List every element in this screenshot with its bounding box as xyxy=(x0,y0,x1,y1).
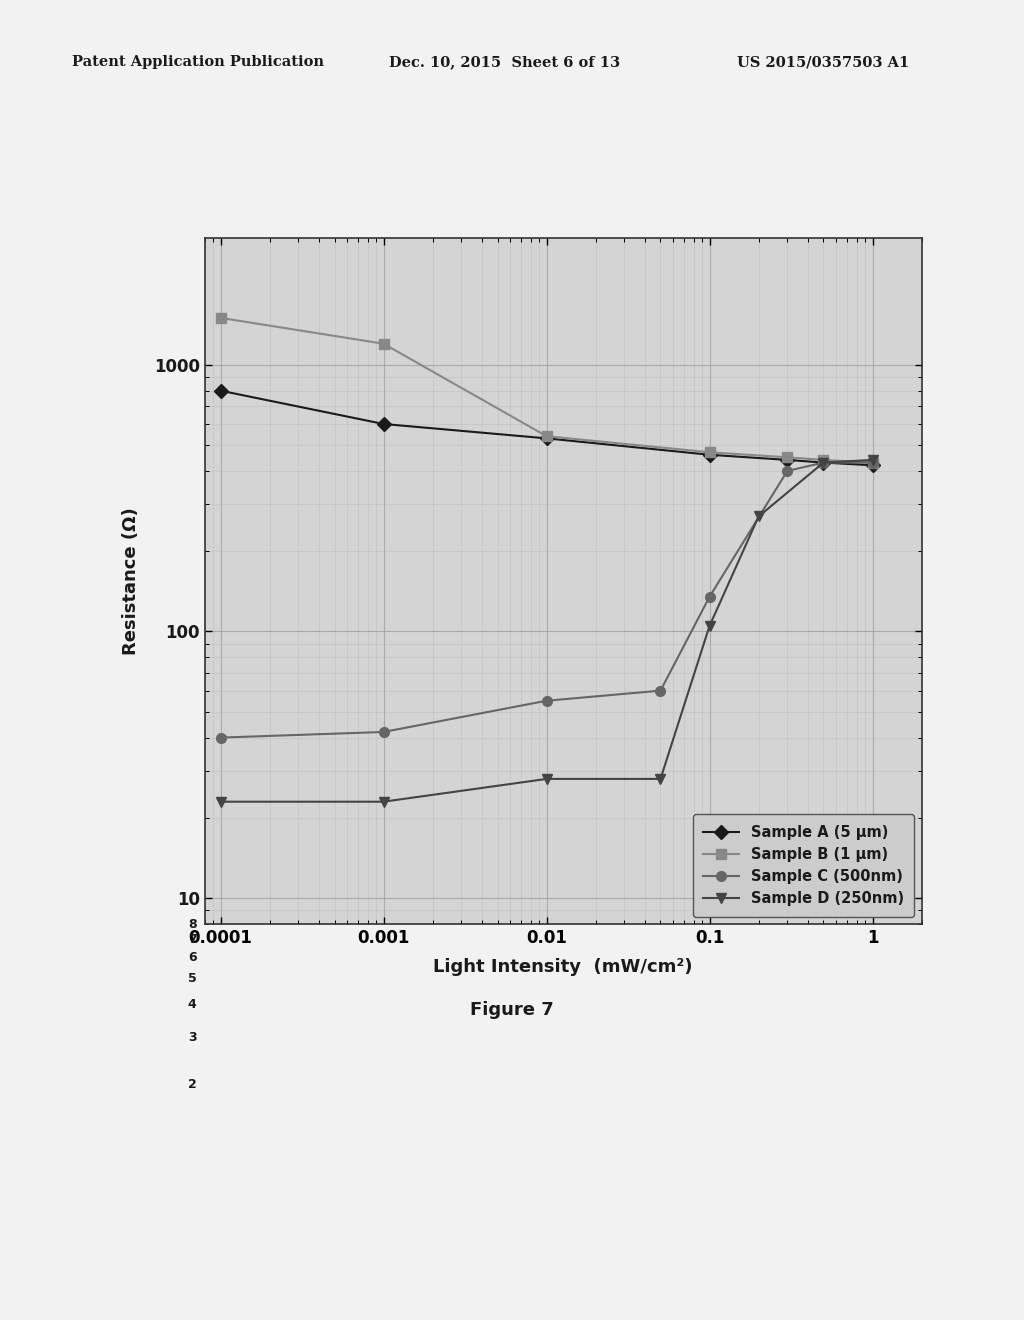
Sample A (5 μm) xyxy=(378,416,390,432)
Text: 7: 7 xyxy=(187,933,197,946)
Sample D (250nm) xyxy=(866,451,879,467)
Sample C (500nm) xyxy=(817,454,829,470)
Text: 5: 5 xyxy=(187,972,197,985)
Sample B (1 μm) xyxy=(541,428,553,444)
Sample A (5 μm) xyxy=(703,447,716,463)
Sample B (1 μm) xyxy=(214,310,226,326)
Line: Sample C (500nm): Sample C (500nm) xyxy=(216,458,878,742)
Sample D (250nm) xyxy=(753,508,765,524)
Sample C (500nm) xyxy=(654,682,667,698)
Line: Sample B (1 μm): Sample B (1 μm) xyxy=(216,313,878,467)
Sample D (250nm) xyxy=(703,618,716,634)
Sample C (500nm) xyxy=(781,463,794,479)
Sample D (250nm) xyxy=(541,771,553,787)
Text: 4: 4 xyxy=(187,998,197,1011)
Text: 3: 3 xyxy=(187,1031,197,1044)
X-axis label: Light Intensity  (mW/cm²): Light Intensity (mW/cm²) xyxy=(433,958,693,975)
Sample B (1 μm) xyxy=(781,449,794,465)
Sample C (500nm) xyxy=(378,725,390,741)
Sample C (500nm) xyxy=(703,589,716,605)
Y-axis label: Resistance (Ω): Resistance (Ω) xyxy=(122,507,140,655)
Sample C (500nm) xyxy=(541,693,553,709)
Text: Patent Application Publication: Patent Application Publication xyxy=(72,55,324,70)
Text: 2: 2 xyxy=(187,1078,197,1092)
Sample B (1 μm) xyxy=(817,451,829,467)
Sample A (5 μm) xyxy=(781,451,794,467)
Sample B (1 μm) xyxy=(866,454,879,470)
Sample C (500nm) xyxy=(214,730,226,746)
Sample D (250nm) xyxy=(214,793,226,809)
Text: 8: 8 xyxy=(187,917,197,931)
Sample A (5 μm) xyxy=(866,457,879,473)
Sample C (500nm) xyxy=(866,454,879,470)
Sample B (1 μm) xyxy=(703,445,716,461)
Text: US 2015/0357503 A1: US 2015/0357503 A1 xyxy=(737,55,909,70)
Sample A (5 μm) xyxy=(214,383,226,399)
Sample D (250nm) xyxy=(654,771,667,787)
Text: Figure 7: Figure 7 xyxy=(470,1001,554,1019)
Line: Sample D (250nm): Sample D (250nm) xyxy=(216,455,878,807)
Text: Dec. 10, 2015  Sheet 6 of 13: Dec. 10, 2015 Sheet 6 of 13 xyxy=(389,55,621,70)
Line: Sample A (5 μm): Sample A (5 μm) xyxy=(216,385,878,470)
Sample A (5 μm) xyxy=(541,430,553,446)
Sample D (250nm) xyxy=(378,793,390,809)
Sample D (250nm) xyxy=(817,454,829,470)
Sample B (1 μm) xyxy=(378,335,390,351)
Text: 6: 6 xyxy=(187,950,197,964)
Legend: Sample A (5 μm), Sample B (1 μm), Sample C (500nm), Sample D (250nm): Sample A (5 μm), Sample B (1 μm), Sample… xyxy=(692,814,914,916)
Sample A (5 μm) xyxy=(817,454,829,470)
